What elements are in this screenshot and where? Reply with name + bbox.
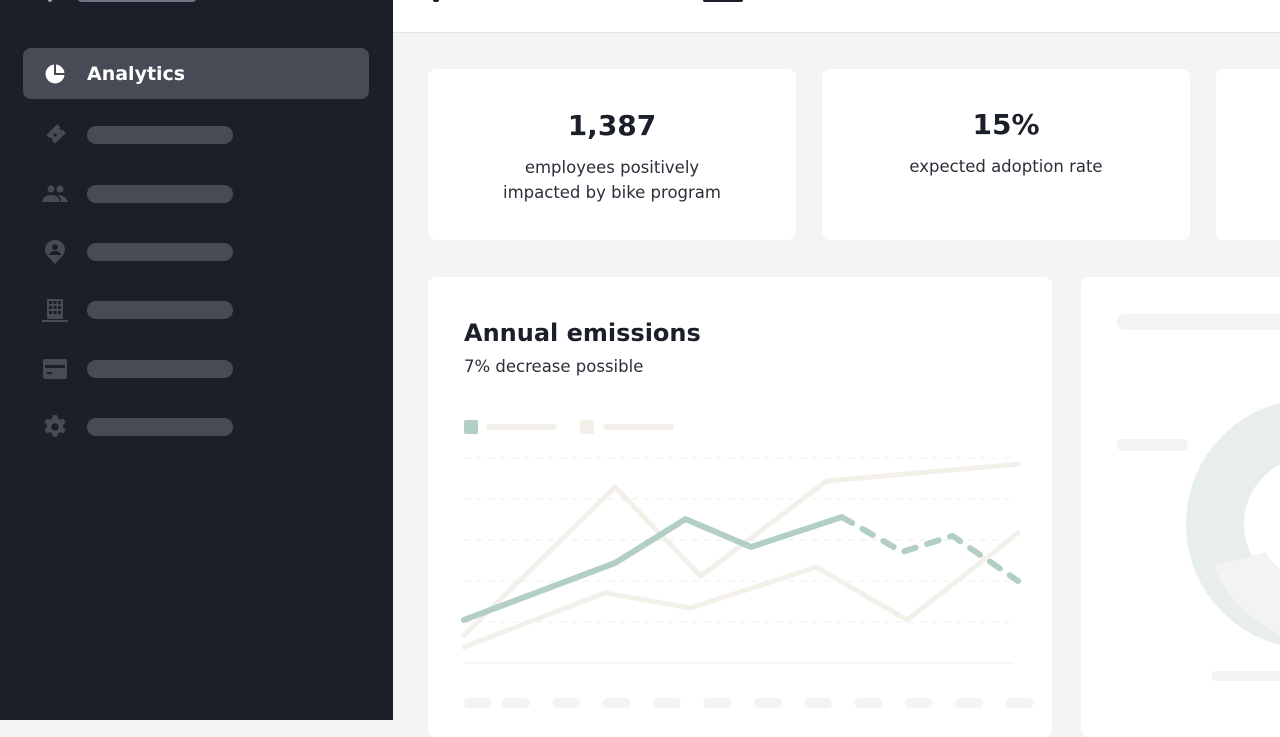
breakdown-card [1081,277,1280,737]
title-placeholder [1117,314,1280,330]
x-tick-placeholder [804,698,833,708]
sidebar-item-settings[interactable] [23,401,369,452]
gear-icon [41,413,69,441]
x-tick-placeholder [501,698,530,708]
page-title-fragment [703,0,743,2]
person-pin-icon [41,238,69,266]
emissions-card: Annual emissions 7% decrease possible [428,277,1052,737]
chart-subtitle: 7% decrease possible [464,357,644,376]
x-tick-placeholder [1005,698,1034,708]
sidebar-item-locations[interactable] [23,226,369,277]
people-icon [41,180,69,208]
donut-chart [1186,402,1280,646]
sidebar-item-placeholder [87,417,233,436]
x-tick-placeholder [552,698,581,708]
x-tick-placeholder [955,698,984,708]
ticket-icon [41,121,69,149]
sidebar-item-placeholder [87,300,233,319]
credit-card-icon [41,355,69,383]
x-tick-placeholder [854,698,883,708]
pie-chart-icon [41,60,69,88]
legend-label-placeholder [486,424,557,430]
donut-segment [1214,552,1280,635]
stat-label: impacted by bike program [503,183,721,202]
sidebar-item-analytics[interactable]: Analytics [23,48,369,99]
logo-icon [48,0,52,2]
legend-label-placeholder [603,424,674,430]
series-line [461,530,1021,650]
page-header [393,0,1280,33]
stat-card-adoption: 15% expected adoption rate [822,69,1190,240]
x-tick-placeholder [753,698,782,708]
x-tick-placeholder [652,698,681,708]
donut-segment [1186,402,1280,646]
x-tick-placeholder [703,698,732,708]
sidebar-item-tickets[interactable] [23,109,369,160]
legend-swatch [464,420,478,434]
x-tick-placeholder [602,698,631,708]
label-placeholder [1211,671,1280,681]
sidebar-item-buildings[interactable] [23,284,369,335]
label-placeholder [1117,439,1188,451]
sidebar-item-placeholder [87,125,233,144]
sidebar-item-label: Analytics [87,62,186,85]
building-icon [41,296,69,324]
series-line [461,514,845,623]
stat-value: 1,387 [567,109,657,142]
chart-title: Annual emissions [464,319,701,347]
sidebar-item-payments[interactable] [23,343,369,394]
stat-label: expected adoption rate [909,157,1103,176]
legend-swatch [580,420,594,434]
stat-card-employees: 1,387 employees positively impacted by b… [428,69,796,240]
stat-value: 15% [972,108,1040,141]
sidebar-item-placeholder [87,359,233,378]
sidebar: Analytics [0,0,393,720]
emissions-chart [461,420,1034,708]
stat-card-partial [1216,69,1280,240]
sidebar-item-placeholder [87,184,233,203]
series-line [461,461,1021,638]
page-title-fragment [433,0,439,2]
series-projection-line [838,514,1021,584]
sidebar-item-placeholder [87,242,233,261]
x-tick-placeholder [463,698,492,708]
x-tick-placeholder [904,698,933,708]
sidebar-item-people[interactable] [23,168,369,219]
stat-label: employees positively [524,158,700,177]
logo-text [78,0,196,2]
